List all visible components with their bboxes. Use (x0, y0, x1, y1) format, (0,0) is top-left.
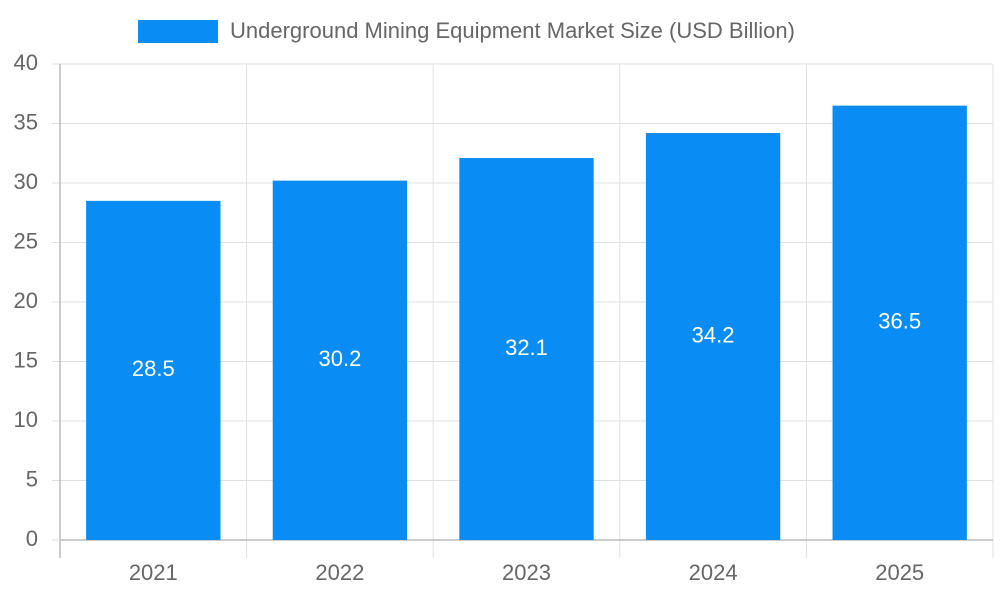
bar (832, 105, 967, 541)
value-label: 32.1 (505, 335, 548, 360)
x-tick-label: 2025 (875, 560, 924, 585)
value-label: 34.2 (692, 322, 735, 347)
y-tick-label: 10 (14, 407, 38, 432)
y-tick-label: 30 (14, 169, 38, 194)
y-tick-label: 40 (14, 50, 38, 75)
y-tick-label: 25 (14, 228, 38, 253)
x-tick-label: 2023 (502, 560, 551, 585)
bar (86, 200, 221, 540)
x-tick-label: 2022 (315, 560, 364, 585)
y-tick-label: 0 (26, 526, 38, 551)
y-tick-label: 15 (14, 347, 38, 372)
legend-swatch (138, 20, 218, 43)
bar (459, 158, 594, 540)
x-tick-label: 2024 (689, 560, 738, 585)
value-label: 30.2 (318, 346, 361, 371)
legend-label: Underground Mining Equipment Market Size… (230, 18, 795, 43)
y-tick-label: 5 (26, 466, 38, 491)
bar (645, 133, 781, 540)
y-tick-label: 20 (14, 288, 38, 313)
value-label: 36.5 (878, 309, 921, 334)
value-label: 28.5 (132, 356, 175, 381)
y-tick-label: 35 (14, 109, 38, 134)
bar (272, 180, 408, 540)
x-tick-label: 2021 (129, 560, 178, 585)
